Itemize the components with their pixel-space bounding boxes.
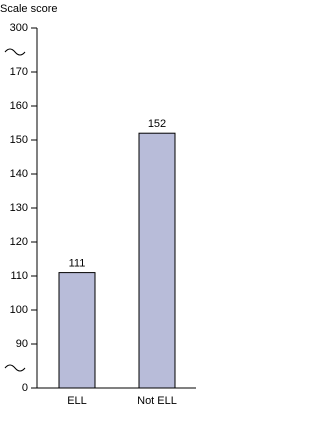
y-tick-label: 150 — [10, 134, 28, 146]
y-tick-label: 0 — [22, 382, 28, 394]
y-tick-label: 300 — [10, 22, 28, 34]
y-tick-label: 160 — [10, 100, 28, 112]
axis-break — [4, 364, 26, 372]
y-axis-label: Scale score — [0, 3, 57, 15]
axis-break — [4, 48, 26, 56]
y-tick-label: 100 — [10, 304, 28, 316]
value-label: 111 — [69, 258, 86, 270]
bar — [58, 272, 96, 389]
chart: Scale score 0 90 100 110 120 130 140 150 160 170 3… — [0, 3, 196, 407]
value-label: 152 — [148, 118, 166, 130]
x-tick-label: Not ELL — [137, 395, 177, 407]
y-tick-label: 120 — [10, 236, 28, 248]
y-tick-label: 110 — [10, 270, 28, 282]
x-tick-label: ELL — [67, 395, 87, 407]
y-tick-label: 130 — [10, 202, 28, 214]
y-tick-label: 140 — [10, 168, 28, 180]
y-tick-label: 170 — [10, 66, 28, 78]
bar — [138, 132, 176, 389]
y-tick-label: 90 — [16, 338, 28, 350]
